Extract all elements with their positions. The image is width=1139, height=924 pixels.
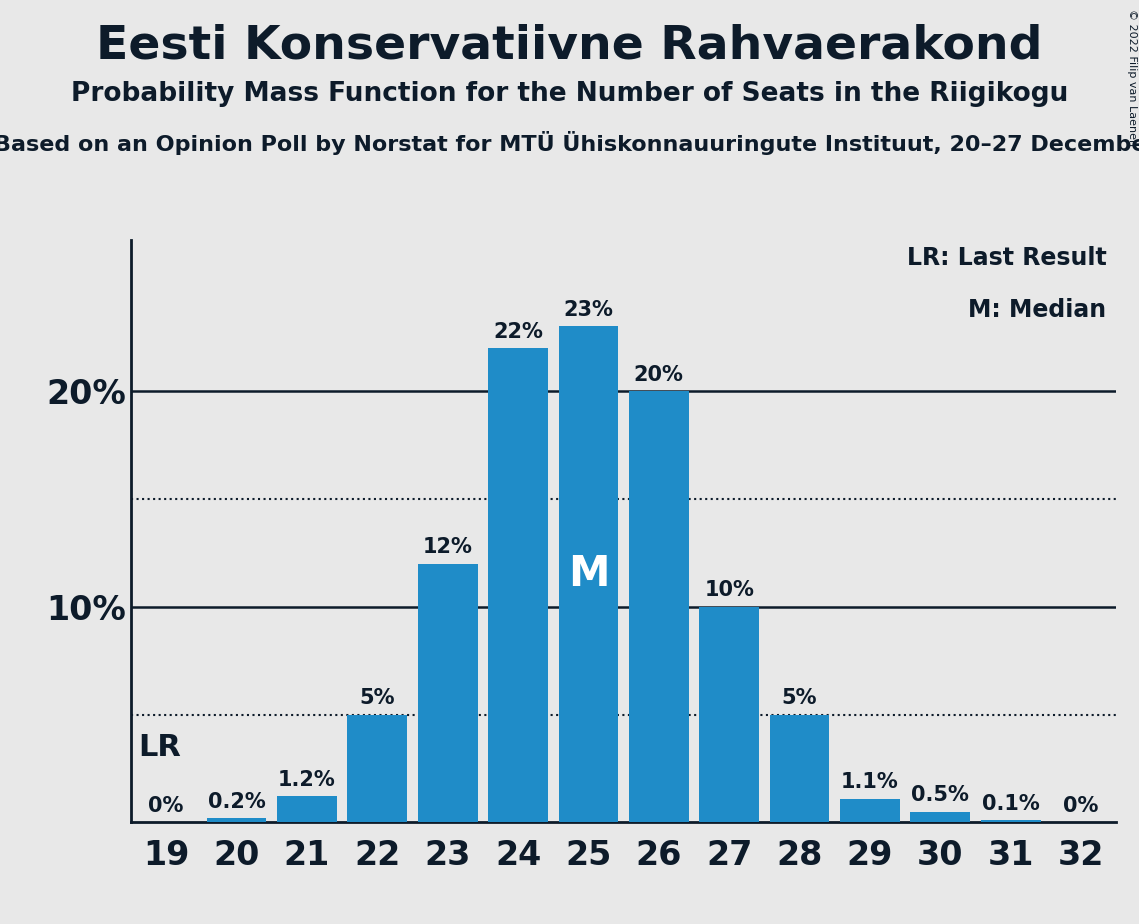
Text: M: M xyxy=(567,553,609,595)
Bar xyxy=(981,821,1041,822)
Text: 22%: 22% xyxy=(493,322,543,342)
Text: © 2022 Filip van Laenen: © 2022 Filip van Laenen xyxy=(1126,9,1137,146)
Text: 5%: 5% xyxy=(360,688,395,708)
Bar xyxy=(699,607,759,822)
Text: 20%: 20% xyxy=(633,365,683,384)
Bar xyxy=(629,391,689,822)
Bar xyxy=(206,818,267,822)
Text: 1.1%: 1.1% xyxy=(841,772,899,792)
Bar xyxy=(489,348,548,822)
Text: 0.2%: 0.2% xyxy=(207,792,265,811)
Text: Probability Mass Function for the Number of Seats in the Riigikogu: Probability Mass Function for the Number… xyxy=(71,81,1068,107)
Text: LR: LR xyxy=(138,733,181,762)
Bar xyxy=(347,714,408,822)
Text: 0%: 0% xyxy=(1064,796,1099,816)
Bar xyxy=(418,564,477,822)
Text: Based on an Opinion Poll by Norstat for MTÜ Ühiskonnauuringute Instituut, 20–27 : Based on an Opinion Poll by Norstat for … xyxy=(0,131,1139,155)
Text: 10%: 10% xyxy=(704,580,754,601)
Bar xyxy=(277,796,337,822)
Text: Eesti Konservatiivne Rahvaerakond: Eesti Konservatiivne Rahvaerakond xyxy=(97,23,1042,68)
Bar xyxy=(558,326,618,822)
Bar xyxy=(770,714,829,822)
Text: M: Median: M: Median xyxy=(968,298,1106,322)
Text: 1.2%: 1.2% xyxy=(278,770,336,790)
Text: 12%: 12% xyxy=(423,537,473,557)
Text: LR: Last Result: LR: Last Result xyxy=(907,246,1106,270)
Bar xyxy=(839,798,900,822)
Text: 0%: 0% xyxy=(148,796,183,816)
Text: 5%: 5% xyxy=(781,688,818,708)
Text: 0.5%: 0.5% xyxy=(911,785,969,805)
Text: 0.1%: 0.1% xyxy=(982,794,1040,814)
Text: 23%: 23% xyxy=(564,300,614,320)
Bar xyxy=(910,811,970,822)
